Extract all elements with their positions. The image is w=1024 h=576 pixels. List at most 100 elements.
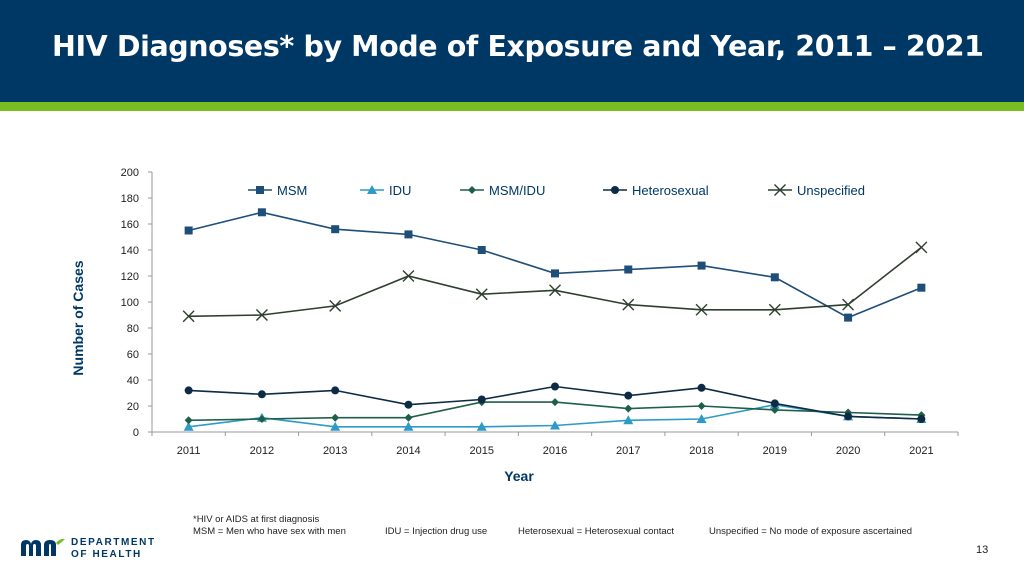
y-tick-label-140: 140: [121, 245, 139, 257]
y-tick-label-20: 20: [127, 401, 139, 413]
data-point-msm-2016: [551, 269, 559, 278]
footnote-idu: IDU = Injection drug use: [385, 526, 488, 537]
data-point-unspecified-2018-stroke-b: [695, 303, 708, 316]
x-tick-label-2013: 2013: [323, 445, 347, 457]
logo-text-department: DEPARTMENT: [71, 537, 156, 548]
data-point-unspecified-2016: [549, 284, 561, 297]
data-point-unspecified-2020-stroke-b: [842, 298, 855, 311]
legend-label-idu: IDU: [389, 183, 411, 198]
data-point-msm-2018: [697, 261, 706, 270]
x-tick-label-2011: 2011: [177, 445, 201, 457]
legend-marker-msm-idu: [468, 186, 476, 194]
data-point-heterosexual-2013: [331, 386, 340, 395]
data-point-msm-idu-2011: [184, 416, 193, 425]
data-point-msm-idu-2017: [624, 404, 633, 413]
data-point-unspecified-2015-stroke-b: [475, 288, 488, 301]
legend-marker-heterosexual: [611, 186, 619, 194]
data-point-msm-2019: [770, 273, 779, 282]
data-point-unspecified-2011: [182, 310, 195, 323]
header-accent-stripe: [0, 102, 1024, 111]
y-tick-label-40: 40: [127, 375, 139, 387]
header-bar: [0, 0, 1024, 102]
data-point-unspecified-2019-stroke-b: [768, 303, 781, 316]
data-point-msm-2021: [917, 283, 926, 292]
data-point-msm-idu-2012: [257, 415, 266, 423]
data-point-unspecified-2021-stroke-b: [915, 241, 928, 254]
data-point-heterosexual-2018: [697, 383, 706, 392]
data-point-msm-2011: [184, 226, 193, 235]
legend-marker-idu: [367, 185, 377, 194]
x-axis-title: Year: [504, 468, 534, 484]
data-point-unspecified-2013: [329, 299, 342, 312]
legend-marker-unspecified: [774, 184, 786, 196]
data-point-unspecified-2018: [695, 303, 708, 316]
x-tick-label-2019: 2019: [763, 445, 787, 457]
data-point-idu-2013: [330, 421, 341, 431]
data-point-unspecified-2014: [402, 270, 415, 282]
footnote-unspecified: Unspecified = No mode of exposure ascert…: [709, 526, 913, 537]
data-point-heterosexual-2016: [551, 382, 559, 391]
data-point-unspecified-2019: [768, 303, 781, 316]
data-point-msm-idu-2016: [551, 398, 559, 407]
data-point-idu-2018: [696, 414, 707, 423]
footnote-msm: MSM = Men who have sex with men: [193, 526, 346, 537]
data-point-msm-2020: [844, 313, 853, 322]
legend-marker-msm: [256, 186, 264, 194]
data-point-heterosexual-2019: [770, 399, 779, 408]
data-point-msm-2015: [477, 246, 486, 254]
data-point-idu-2015: [476, 421, 487, 431]
mn-logo-icon: [21, 538, 65, 556]
data-point-idu-2011: [183, 421, 194, 431]
y-tick-label-120: 120: [121, 271, 139, 283]
data-point-unspecified-2012-stroke-b: [255, 309, 268, 321]
footnote-heterosexual: Heterosexual = Heterosexual contact: [518, 526, 675, 537]
data-point-msm-2012: [257, 208, 266, 217]
data-point-heterosexual-2021: [917, 415, 926, 423]
legend-label-unspecified: Unspecified: [797, 183, 865, 198]
footnote-asterisk: *HIV or AIDS at first diagnosis: [193, 514, 320, 525]
data-point-idu-2016: [550, 420, 560, 430]
data-point-idu-2017: [623, 415, 634, 425]
y-tick-label-100: 100: [121, 297, 139, 309]
data-point-heterosexual-2015: [477, 395, 486, 404]
data-point-heterosexual-2014: [404, 400, 413, 409]
data-point-unspecified-2017-stroke-b: [622, 298, 635, 311]
x-tick-label-2021: 2021: [909, 445, 933, 457]
x-tick-label-2018: 2018: [689, 445, 713, 457]
page-title: HIV Diagnoses* by Mode of Exposure and Y…: [52, 30, 984, 63]
y-tick-label-180: 180: [121, 193, 139, 205]
data-point-heterosexual-2011: [184, 386, 193, 395]
page-number: 13: [976, 544, 989, 556]
data-point-heterosexual-2020: [844, 412, 853, 421]
series-line-unspecified: [188, 246, 922, 318]
legend-label-msm-idu: MSM/IDU: [489, 183, 545, 198]
y-tick-label-160: 160: [121, 219, 139, 231]
y-tick-label-60: 60: [127, 349, 139, 361]
data-point-unspecified-2021: [915, 241, 928, 254]
data-point-msm-idu-2014: [404, 413, 413, 422]
x-tick-label-2015: 2015: [469, 445, 493, 457]
x-tick-label-2014: 2014: [396, 445, 420, 457]
data-point-unspecified-2015: [475, 288, 488, 301]
logo-text-of-health: OF HEALTH: [71, 549, 142, 560]
series-line-msm: [188, 211, 922, 319]
data-point-heterosexual-2012: [257, 390, 266, 399]
legend-label-heterosexual: Heterosexual: [632, 183, 709, 198]
legend-label-msm: MSM: [277, 183, 307, 198]
data-point-msm-idu-2018: [697, 402, 706, 410]
data-point-unspecified-2020: [842, 298, 855, 311]
x-tick-label-2020: 2020: [836, 445, 860, 457]
data-point-msm-2013: [331, 225, 340, 234]
data-point-unspecified-2014-stroke-b: [402, 270, 415, 282]
data-point-unspecified-2017: [622, 298, 635, 311]
x-tick-label-2017: 2017: [616, 445, 640, 457]
y-tick-label-200: 200: [121, 167, 139, 179]
data-point-idu-2014: [403, 421, 414, 431]
y-tick-label-80: 80: [127, 323, 139, 335]
data-point-msm-2017: [624, 265, 633, 274]
data-point-unspecified-2011-stroke-b: [182, 310, 195, 323]
x-tick-label-2016: 2016: [543, 445, 567, 457]
data-point-heterosexual-2017: [624, 391, 633, 400]
data-point-msm-idu-2013: [331, 413, 340, 422]
